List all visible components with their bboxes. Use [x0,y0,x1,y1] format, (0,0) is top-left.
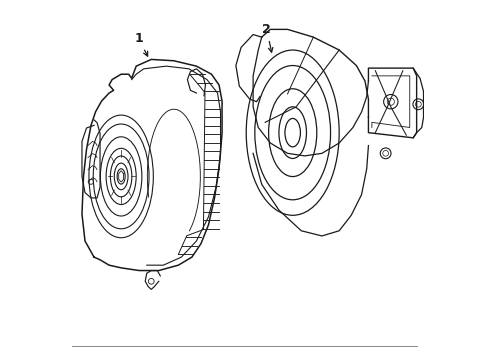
Text: 2: 2 [262,23,272,52]
Text: 1: 1 [134,32,147,56]
